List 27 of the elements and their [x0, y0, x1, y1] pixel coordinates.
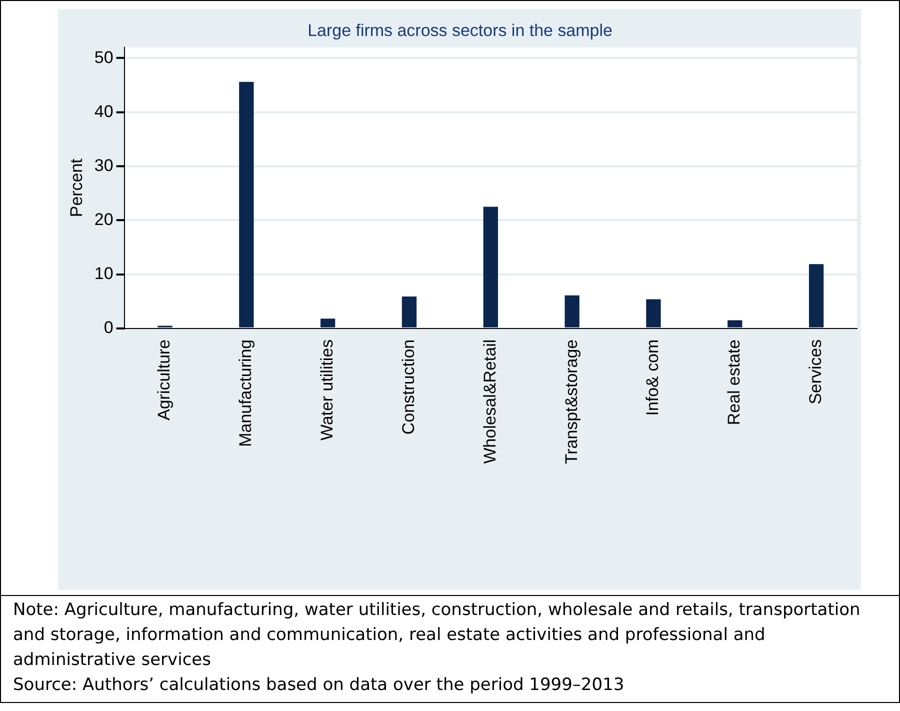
y-tick-label: 20	[94, 210, 114, 229]
y-tick-label: 10	[94, 264, 114, 284]
x-tick-label: Wholesal&Retail	[480, 339, 500, 464]
x-tick-label: Real estate	[724, 339, 744, 426]
bar	[320, 318, 336, 328]
y-tick-label: 50	[94, 48, 114, 67]
bar	[646, 299, 661, 328]
bar	[239, 82, 254, 328]
bar	[402, 296, 417, 328]
chart-title: Large firms across sectors in the sample	[308, 20, 612, 40]
y-axis-title: Percent	[66, 158, 86, 218]
x-tick-label: Info& com	[643, 339, 662, 416]
x-tick-label: Water utilities	[318, 339, 337, 441]
source-note: Source: Authors’ calculations based on data over the period 1999–2013	[13, 674, 626, 697]
bar	[728, 320, 742, 328]
y-tick-label: 30	[94, 156, 114, 175]
y-tick-label: 0	[104, 318, 114, 338]
x-tick-label: Services	[806, 339, 825, 404]
x-tick-label: Manufacturing	[236, 339, 256, 447]
bar	[483, 206, 498, 328]
y-tick-label: 40	[94, 102, 114, 121]
text: Note: Agriculture, manufacturing, water utilities, construction, wholesale and retails, transportation and storage, information and communication, real estate activities and professional and administrative services	[13, 599, 862, 672]
bar	[564, 295, 580, 328]
bar	[808, 264, 824, 328]
x-tick-label: Agriculture	[154, 339, 174, 420]
x-tick-label: Transpt&storage	[562, 339, 581, 464]
x-tick-label: Construction	[398, 339, 418, 435]
